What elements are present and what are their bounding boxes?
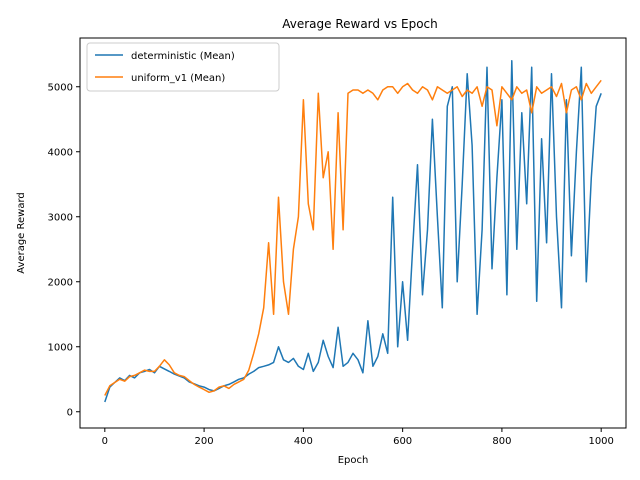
plot-lines	[104, 60, 602, 403]
chart-title: Average Reward vs Epoch	[282, 17, 438, 31]
legend: deterministic (Mean) uniform_v1 (Mean)	[86, 42, 280, 92]
x-tick-label: 400	[294, 436, 313, 447]
legend-label-0: deterministic (Mean)	[131, 51, 235, 62]
x-tick-label: 1000	[588, 436, 613, 447]
series-line-0	[104, 60, 602, 403]
x-tick-label: 0	[102, 436, 108, 447]
legend-box	[86, 42, 280, 92]
x-tick-label: 800	[492, 436, 511, 447]
y-tick-label: 0	[67, 407, 73, 418]
x-tick-label: 200	[195, 436, 214, 447]
y-axis-ticks: 0 1000 2000 3000 4000 5000	[48, 82, 80, 418]
series-line-1	[104, 79, 602, 396]
legend-label-1: uniform_v1 (Mean)	[131, 73, 225, 84]
y-tick-label: 2000	[48, 277, 73, 288]
plot-frame	[79, 37, 627, 429]
y-tick-label: 3000	[48, 212, 73, 223]
y-tick-label: 1000	[48, 342, 73, 353]
x-tick-label: 600	[393, 436, 412, 447]
y-axis-label: Average Reward	[16, 192, 27, 273]
x-axis-ticks: 0 200 400 600 800 1000	[102, 428, 614, 447]
x-axis-label: Epoch	[338, 455, 369, 466]
y-tick-label: 4000	[48, 147, 73, 158]
y-tick-label: 5000	[48, 82, 73, 93]
